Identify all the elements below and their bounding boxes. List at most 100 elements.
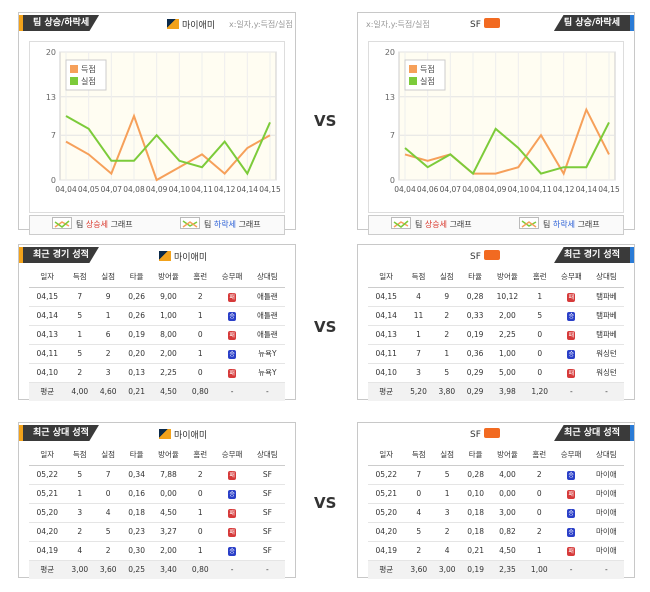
table-cell: 4 [404,503,433,523]
column-header: 승무패 [553,267,589,288]
up-graph-icon [391,217,411,229]
table-cell: 2 [65,363,94,383]
column-header: 실점 [432,267,461,288]
recent-title: 최근 경기 성적 [19,247,99,263]
column-header: 상대팀 [249,267,285,288]
table-row: 04,15 7 9 0,26 9,00 2 패 애틀랜 [29,287,285,307]
x-tick-label: 04,05 [78,185,100,194]
table-row: 05,21 1 0 0,16 0,00 0 승 SF [29,484,285,504]
table-row: 04,14 11 2 0,33 2,00 5 승 탬파베 [368,306,624,326]
y-tick-label: 0 [390,176,395,185]
table-cell: 2 [93,541,123,561]
h2h-table: 일자 득점 실점 타율 방어율 홈런 승무패 상대팀 05,22 7 5 0,28 4,00 2 승 마이애 0… [368,445,624,579]
table-cell: 04,10 [368,363,405,383]
y-tick-label: 20 [46,48,56,57]
table-cell: 2 [432,325,461,345]
x-tick-label: 04,09 [146,185,168,194]
result-cell: 승 [553,344,589,364]
table-row: 04,19 2 4 0,21 4,50 1 패 마이애 [368,541,624,561]
legend-swatch [409,77,417,85]
table-cell: 1 [525,541,554,561]
column-header: 방어율 [489,267,526,288]
table-cell: 2 [93,344,123,364]
table-cell: - [553,382,589,401]
legend-label: 득점 [81,64,96,74]
table-row: 04,13 1 6 0,19 8,00 0 패 애틀랜 [29,325,285,345]
series-line-score [404,107,610,176]
table-cell: 5,20 [404,382,433,401]
table-cell: 3,40 [150,560,187,579]
table-cell: 마이애 [588,522,624,542]
table-row: 04,13 1 2 0,19 2,25 0 패 탬파베 [368,325,624,345]
table-cell: 0,80 [186,560,215,579]
team-name-right: SF [470,18,503,30]
table-cell: 4 [432,541,462,561]
table-cell: 5 [525,306,554,326]
table-cell: 0,23 [122,522,151,542]
x-tick-label: 04,10 [169,185,191,194]
column-header: 홈런 [186,445,215,466]
x-tick-label: 04,12 [214,185,236,194]
table-cell: 4 [93,503,123,523]
win-badge-icon: 승 [228,349,237,359]
table-row: 04,10 2 3 0,13 2,25 0 패 뉴욕Y [29,363,285,383]
table-cell: 3 [432,503,462,523]
column-header: 타율 [460,267,490,288]
column-header: 홈런 [186,267,215,288]
x-tick-label: 04,14 [237,185,259,194]
table-cell: 0,13 [122,363,151,383]
column-header: 득점 [404,267,433,288]
axis-note: x:일자,y:득점/실점 [229,20,293,29]
table-cell: 0,20 [122,344,151,364]
y-tick-label: 13 [46,93,56,102]
table-cell: 4,50 [489,541,526,561]
x-tick-label: 04,08 [123,185,145,194]
legend-swatch [70,65,78,73]
column-header: 방어율 [150,445,187,466]
table-cell: 0,19 [122,325,151,345]
column-header: 방어율 [489,445,526,466]
table-cell: 5 [404,522,433,542]
vs-label: VS [314,112,337,130]
win-badge-icon: 승 [228,311,237,321]
result-cell: 패 [214,363,250,383]
table-cell: 3,00 [432,560,462,579]
result-cell: 패 [553,541,589,561]
column-header: 타율 [122,445,151,466]
y-tick-label: 13 [385,93,395,102]
x-tick-label: 04,10 [508,185,530,194]
trend-title: 팀 상승/하락세 [19,15,100,31]
result-cell: 승 [214,484,250,504]
table-cell: 7 [404,465,433,485]
table-cell: 애틀랜 [249,325,285,345]
x-tick-label: 04,11 [191,185,213,194]
result-cell: 승 [553,465,589,485]
table-cell: 04,13 [368,325,405,345]
table-cell: 애틀랜 [249,306,285,326]
trend-graph-legend: 팀 상승세 그래프 팀 하락세 그래프 [368,215,624,235]
table-cell: 0,80 [186,382,215,401]
legend-label: 실점 [81,76,96,86]
down-graph-icon [180,217,200,229]
table-cell: 2 [432,306,461,326]
table-cell: 0 [186,484,215,504]
average-row: 평균 4,00 4,60 0,21 4,50 0,80- - [29,382,285,401]
table-cell: 1 [186,503,215,523]
table-cell: 04,13 [29,325,66,345]
table-cell: 탬파베 [588,306,624,326]
x-tick-label: 04,15 [259,185,281,194]
table-cell: 0,26 [122,287,151,307]
table-cell: 뉴욕Y [249,344,285,364]
x-tick-label: 04,04 [394,185,416,194]
table-row: 04,11 7 1 0,36 1,00 0 승 워싱턴 [368,344,624,364]
table-cell: 1,00 [150,306,187,326]
up-graph-icon [52,217,72,229]
table-cell: 0,21 [122,382,151,401]
recent-table: 일자 득점 실점 타율 방어율 홈런 승무패 상대팀 04,15 4 9 0,28 10,12 1 패 탬파베… [368,267,624,401]
down-graph-icon [519,217,539,229]
table-cell: 05,22 [368,465,405,485]
table-cell: 1 [65,484,94,504]
result-cell: 패 [214,287,250,307]
table-cell: 0 [404,484,433,504]
table-cell: 9,00 [150,287,187,307]
